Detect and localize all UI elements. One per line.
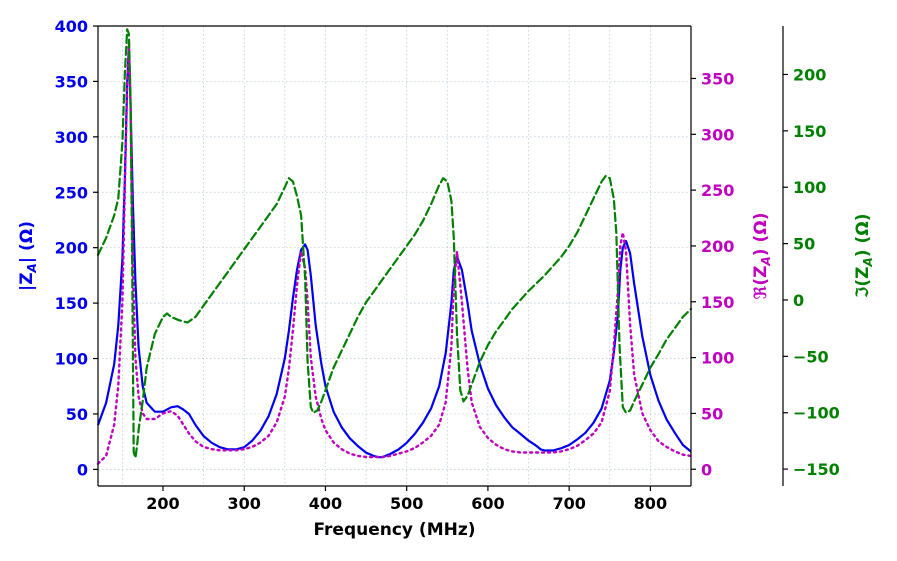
left-tick-label: 400 [55, 17, 88, 36]
x-tick-label: 200 [146, 494, 179, 513]
axes [93, 25, 788, 491]
right2-tick-label: −150 [793, 460, 840, 479]
left-tick-label: 350 [55, 72, 88, 91]
left-tick-label: 150 [55, 294, 88, 313]
series-line-right2 [96, 28, 693, 459]
left-tick-label: 100 [55, 350, 88, 369]
left-tick-label: 0 [77, 460, 88, 479]
right1-tick-label: 250 [701, 181, 734, 200]
labels: 200 300 400 500 600 700 8000501001502002503003… [17, 17, 875, 540]
x-tick-label: 700 [552, 494, 585, 513]
left-tick-label: 200 [55, 239, 88, 258]
left-tick-label: 250 [55, 183, 88, 202]
right1-tick-label: 0 [701, 460, 712, 479]
right2-axis-title: ℑ(ZA) (Ω) [853, 214, 875, 299]
right1-tick-label: 300 [701, 125, 734, 144]
right2-tick-label: 100 [793, 178, 826, 197]
right2-tick-label: −100 [793, 404, 840, 423]
right1-tick-label: 150 [701, 293, 734, 312]
right2-tick-label: 0 [793, 291, 804, 310]
right1-tick-label: 350 [701, 69, 734, 88]
right1-tick-label: 50 [701, 404, 723, 423]
plot-lines [96, 28, 693, 465]
x-tick-label: 600 [471, 494, 504, 513]
x-tick-label: 500 [390, 494, 423, 513]
x-axis-title: Frequency (MHz) [314, 520, 476, 540]
right2-tick-label: 200 [793, 65, 826, 84]
right1-axis-title: ℜ(ZA) (Ω) [751, 213, 773, 300]
x-tick-label: 800 [634, 494, 667, 513]
right2-tick-label: 50 [793, 235, 815, 254]
left-tick-label: 300 [55, 128, 88, 147]
series-line-right1 [96, 41, 693, 465]
right2-tick-label: 150 [793, 122, 826, 141]
left-axis-title: |ZA| (Ω) [17, 221, 39, 291]
x-tick-label: 300 [228, 494, 261, 513]
grid [98, 25, 692, 486]
right2-tick-label: −50 [793, 347, 829, 366]
right1-tick-label: 200 [701, 237, 734, 256]
x-tick-label: 400 [309, 494, 342, 513]
series-line-left [96, 47, 692, 459]
left-tick-label: 50 [66, 405, 88, 424]
right1-tick-label: 100 [701, 349, 734, 368]
